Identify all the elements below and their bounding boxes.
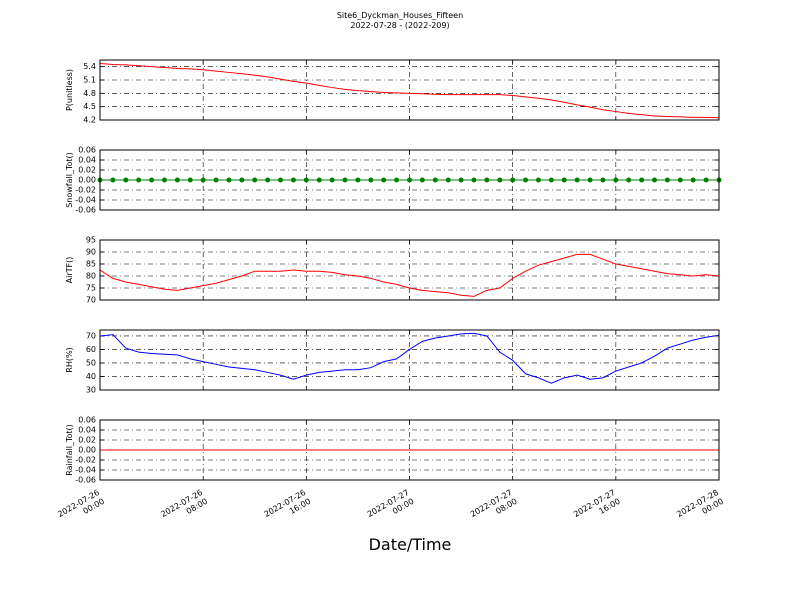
data-point xyxy=(587,177,593,183)
data-point xyxy=(574,177,580,183)
data-point xyxy=(149,177,155,183)
y-tick-label: 95 xyxy=(86,236,96,245)
data-point xyxy=(187,177,193,183)
data-line xyxy=(99,253,720,297)
data-point xyxy=(561,177,567,183)
y-tick-label: 4.8 xyxy=(83,89,96,98)
y-tick-label: 30 xyxy=(86,386,96,395)
y-tick-label: 85 xyxy=(86,260,96,269)
data-point xyxy=(548,177,554,183)
data-point xyxy=(419,177,425,183)
data-point xyxy=(407,177,412,183)
y-tick-label: 50 xyxy=(86,358,96,367)
data-point xyxy=(123,177,129,183)
y-tick-label: -0.02 xyxy=(75,186,96,195)
plot-frame xyxy=(99,149,720,211)
y-tick-label: 0.04 xyxy=(78,156,96,165)
y-tick-label: 0.04 xyxy=(78,426,96,435)
data-point xyxy=(342,177,348,183)
data-point xyxy=(639,177,645,183)
y-axis-label: Rainfall_Tot() xyxy=(65,424,74,476)
plot-frame xyxy=(99,329,720,391)
y-axis-label: RH(%) xyxy=(65,347,74,372)
data-point xyxy=(690,177,696,183)
data-point xyxy=(265,177,271,183)
y-tick-label: -0.06 xyxy=(75,476,96,485)
data-point xyxy=(252,177,258,183)
y-tick-label: -0.04 xyxy=(75,196,96,205)
data-point xyxy=(652,177,658,183)
data-point xyxy=(226,177,232,183)
data-point xyxy=(355,177,361,183)
y-tick-label: -0.02 xyxy=(75,456,96,465)
y-tick-label: 75 xyxy=(86,284,96,293)
y-tick-label: 40 xyxy=(86,372,96,381)
plot-frame xyxy=(99,419,720,481)
y-tick-label: 4.5 xyxy=(83,102,96,111)
y-tick-label: 5.4 xyxy=(83,62,96,71)
y-tick-label: 70 xyxy=(86,331,96,340)
data-point xyxy=(535,177,541,183)
data-point xyxy=(523,177,529,183)
data-point xyxy=(316,177,322,183)
data-point xyxy=(200,177,206,183)
data-point xyxy=(381,177,387,183)
data-point xyxy=(213,177,219,183)
data-line xyxy=(99,332,720,384)
data-point xyxy=(161,177,167,183)
y-axis-label: P(unitless) xyxy=(65,69,74,111)
x-axis-label: Date/Time xyxy=(369,535,452,554)
data-point xyxy=(458,177,464,183)
plot-frame xyxy=(99,239,720,301)
data-point xyxy=(613,177,619,183)
data-point xyxy=(471,177,477,183)
data-point xyxy=(677,177,683,183)
plot-frame xyxy=(99,59,720,121)
data-point xyxy=(484,177,490,183)
y-tick-label: -0.04 xyxy=(75,466,96,475)
y-tick-label: 0.00 xyxy=(78,176,96,185)
y-tick-label: -0.06 xyxy=(75,206,96,215)
y-tick-label: 4.2 xyxy=(83,116,96,125)
data-point xyxy=(303,177,309,183)
data-point xyxy=(626,177,632,183)
y-axis-label: Snowfall_Tot() xyxy=(65,152,74,208)
data-line xyxy=(99,63,720,119)
data-point xyxy=(600,177,606,183)
data-point xyxy=(432,177,438,183)
chart-subtitle: 2022-07-28 - (2022-209) xyxy=(350,21,449,30)
y-tick-label: 5.1 xyxy=(83,76,96,85)
y-tick-label: 0.02 xyxy=(78,166,96,175)
y-tick-label: 0.06 xyxy=(78,416,96,425)
y-tick-label: 0.02 xyxy=(78,436,96,445)
data-point xyxy=(110,177,116,183)
y-tick-label: 60 xyxy=(86,345,96,354)
data-point xyxy=(394,177,400,183)
y-axis-label: AirTF() xyxy=(65,257,74,284)
data-point xyxy=(278,177,284,183)
data-point xyxy=(368,177,374,183)
y-tick-label: 0.00 xyxy=(78,446,96,455)
data-point xyxy=(290,177,296,183)
data-point xyxy=(329,177,335,183)
data-point xyxy=(510,177,516,183)
data-point xyxy=(239,177,245,183)
data-point xyxy=(703,177,709,183)
y-tick-label: 90 xyxy=(86,248,96,257)
data-point xyxy=(136,177,142,183)
y-tick-label: 0.06 xyxy=(78,146,96,155)
data-point xyxy=(445,177,451,183)
y-tick-label: 70 xyxy=(86,296,96,305)
chart-title: Site6_Dyckman_Houses_Fifteen xyxy=(337,11,463,20)
data-point xyxy=(664,177,670,183)
data-point xyxy=(497,177,503,183)
data-point xyxy=(174,177,180,183)
y-tick-label: 80 xyxy=(86,272,96,281)
